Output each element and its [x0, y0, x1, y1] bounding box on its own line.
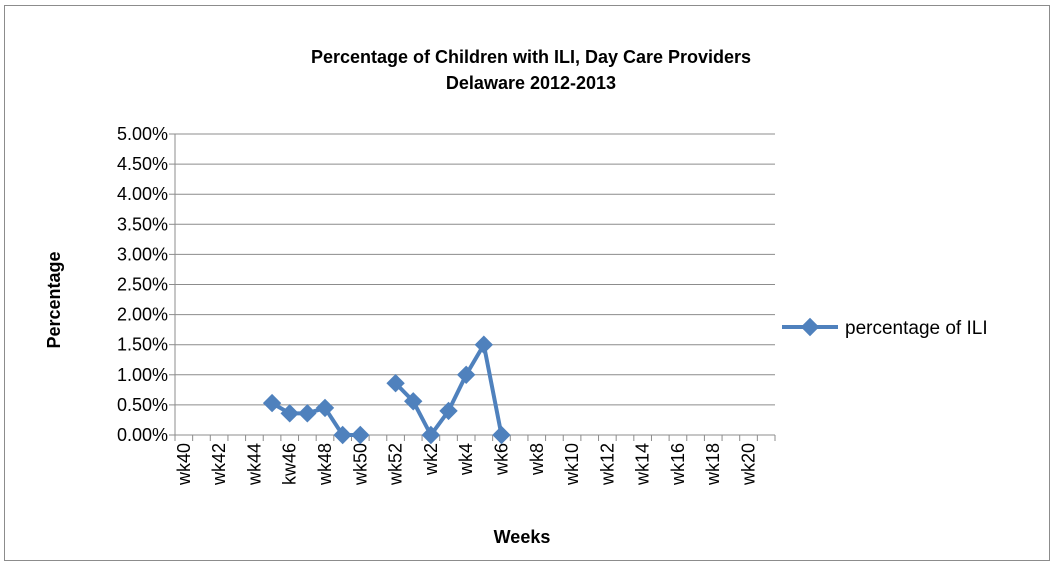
data-point	[298, 404, 317, 423]
y-tick-label: 2.50%	[117, 275, 168, 295]
y-tick-label: 5.00%	[117, 124, 168, 144]
x-tick-label: wk6	[491, 443, 511, 476]
data-point	[456, 365, 476, 384]
x-tick-label: wk10	[562, 443, 582, 486]
y-axis-title: Percentage	[44, 251, 64, 348]
x-tick-label: wk40	[174, 443, 194, 486]
chart-frame	[4, 5, 1050, 561]
x-tick-label: wk16	[668, 443, 688, 486]
legend: percentage of ILI	[782, 317, 988, 339]
x-tick-label: wk2	[421, 443, 441, 476]
data-point	[474, 335, 494, 354]
x-tick-label: wk12	[597, 443, 617, 486]
data-point	[280, 404, 299, 423]
x-tick-label: kw46	[280, 443, 300, 485]
legend-marker	[800, 317, 820, 337]
x-tick-label: wk44	[244, 443, 264, 486]
x-tick-label: wk48	[315, 443, 335, 486]
x-tick-label: wk4	[456, 443, 476, 476]
x-tick-label: wk20	[739, 443, 759, 486]
y-tick-label: 4.00%	[117, 184, 168, 204]
y-tick-label: 4.50%	[117, 154, 168, 174]
x-tick-label: wk52	[386, 443, 406, 486]
gridlines	[175, 133, 775, 406]
x-tick-label: wk18	[703, 443, 723, 486]
data-point	[386, 374, 405, 393]
data-point	[351, 425, 370, 445]
legend-label: percentage of ILI	[845, 318, 988, 339]
data-point	[315, 398, 335, 418]
y-tick-label: 1.50%	[117, 335, 168, 355]
x-tick-label: wk50	[350, 443, 370, 486]
data-point	[333, 425, 352, 445]
y-tick-label: 2.00%	[117, 305, 168, 325]
series-line	[393, 342, 504, 437]
x-axis-title: Weeks	[494, 527, 551, 547]
x-tick-labels: wk40 wk42 wk44 kw46 wk48 wk50 wk52 wk2 wk4 wk6 wk8…	[174, 443, 759, 486]
data-point	[492, 425, 511, 445]
y-tick-label: 3.50%	[117, 214, 168, 234]
chart-subtitle: Delaware 2012-2013	[446, 73, 616, 93]
x-tick-label: wk8	[527, 443, 547, 476]
y-tick-label: 1.00%	[117, 365, 168, 385]
x-tick-label: wk14	[633, 443, 653, 486]
y-tick-label: 0.00%	[117, 425, 168, 445]
data-point	[439, 401, 458, 421]
data-point	[421, 425, 441, 445]
y-tick-label: 3.00%	[117, 244, 168, 264]
chart-title: Percentage of Children with ILI, Day Car…	[311, 47, 751, 67]
x-tick-label: wk42	[209, 443, 229, 486]
series-percentage-of-ili	[262, 335, 511, 445]
data-point	[404, 392, 423, 411]
y-tick-label: 0.50%	[117, 395, 168, 415]
data-point	[262, 393, 282, 413]
axes	[169, 133, 776, 441]
y-tick-labels: 0.00% 0.50% 1.00% 1.50% 2.00% 2.50% 3.00% 3.50%…	[117, 124, 168, 445]
